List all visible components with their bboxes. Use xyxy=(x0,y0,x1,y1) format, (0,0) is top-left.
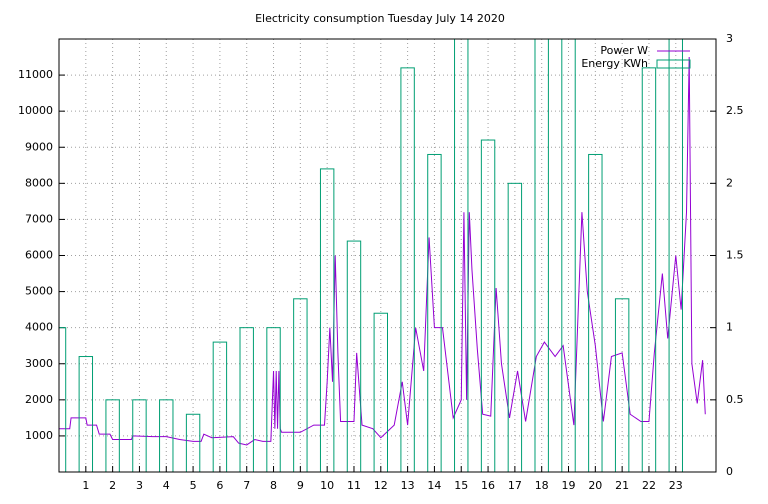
x-tick-label: 21 xyxy=(615,479,629,492)
y-tick-label: 7000 xyxy=(25,212,53,225)
x-tick-label: 18 xyxy=(535,479,549,492)
x-tick-label: 8 xyxy=(270,479,277,492)
x-tick-label: 3 xyxy=(136,479,143,492)
energy-box xyxy=(105,399,120,472)
energy-box xyxy=(400,67,415,472)
y-tick-label: 8000 xyxy=(25,176,53,189)
x-tick-label: 4 xyxy=(163,479,170,492)
energy-box xyxy=(373,312,388,472)
y2-tick-label: 1.5 xyxy=(726,249,744,262)
x-tick-label: 14 xyxy=(427,479,441,492)
energy-box xyxy=(78,356,94,472)
x-tick-label: 5 xyxy=(190,479,197,492)
energy-box xyxy=(427,153,442,472)
y-tick-label: 6000 xyxy=(25,249,53,262)
y-tick-label: 3000 xyxy=(25,357,53,370)
x-tick-label: 2 xyxy=(109,479,116,492)
x-tick-label: 1 xyxy=(82,479,89,492)
x-tick-label: 17 xyxy=(508,479,522,492)
chart-title: Electricity consumption Tuesday July 14 … xyxy=(255,12,505,25)
x-tick-label: 12 xyxy=(374,479,388,492)
y2-tick-label: 3 xyxy=(726,32,733,45)
y-tick-label: 2000 xyxy=(25,393,53,406)
x-tick-label: 23 xyxy=(669,479,683,492)
y2-tick-label: 0.5 xyxy=(726,393,744,406)
energy-box xyxy=(132,399,147,472)
x-tick-label: 10 xyxy=(320,479,334,492)
energy-box xyxy=(293,298,308,472)
energy-box xyxy=(59,327,67,472)
x-tick-label: 6 xyxy=(216,479,223,492)
x-tick-label: 22 xyxy=(642,479,656,492)
energy-box xyxy=(480,139,496,472)
x-tick-label: 13 xyxy=(401,479,415,492)
plot-area xyxy=(59,39,706,472)
y2-tick-label: 2.5 xyxy=(726,104,744,117)
y2-tick-label: 1 xyxy=(726,321,733,334)
energy-box xyxy=(319,168,335,472)
energy-box xyxy=(212,341,228,472)
x-tick-label: 16 xyxy=(481,479,495,492)
energy-box xyxy=(159,399,174,472)
legend-label: Power W xyxy=(600,44,648,57)
power-line xyxy=(59,57,706,446)
y2-tick-label: 2 xyxy=(726,176,733,189)
legend-label: Energy KWh xyxy=(581,57,648,70)
legend-swatch xyxy=(656,59,691,69)
energy-box xyxy=(561,39,576,472)
energy-box xyxy=(346,240,362,472)
energy-box xyxy=(641,67,657,472)
x-tick-label: 20 xyxy=(588,479,602,492)
x-tick-label: 19 xyxy=(562,479,576,492)
y-tick-label: 1000 xyxy=(25,429,53,442)
y-tick-label: 5000 xyxy=(25,285,53,298)
plot-border xyxy=(58,38,717,473)
x-tick-label: 9 xyxy=(297,479,304,492)
y-tick-label: 4000 xyxy=(25,321,53,334)
y-tick-label: 9000 xyxy=(25,140,53,153)
x-tick-label: 15 xyxy=(454,479,468,492)
x-tick-label: 11 xyxy=(347,479,361,492)
y-tick-label: 10000 xyxy=(18,104,53,117)
y2-tick-label: 0 xyxy=(726,465,733,478)
x-tick-label: 7 xyxy=(243,479,250,492)
y-tick-label: 11000 xyxy=(18,68,53,81)
